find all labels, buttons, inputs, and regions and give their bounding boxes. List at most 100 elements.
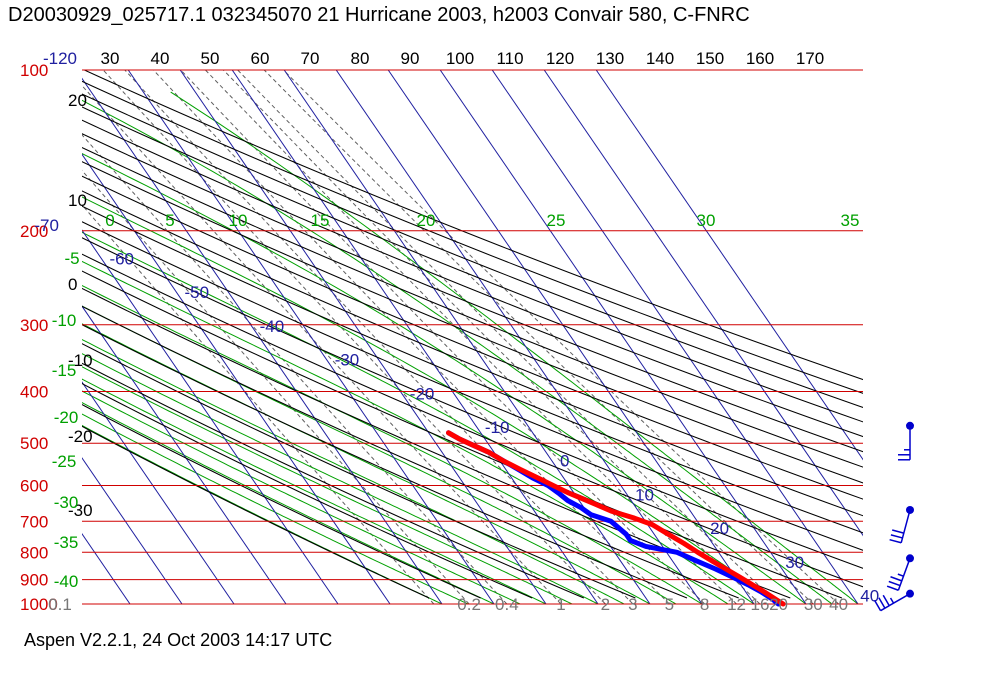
top-temperature-label: 130 — [596, 49, 624, 68]
pressure-label: 100 — [20, 61, 48, 80]
pressure-label: 600 — [20, 477, 48, 496]
moist-adiabat-label: 10 — [229, 211, 248, 230]
moist-adiabat-label: 0 — [105, 211, 114, 230]
top-temperature-label: 70 — [301, 49, 320, 68]
moist-adiabat-line — [82, 152, 807, 604]
isobars — [82, 69, 863, 605]
chart-title: D20030929_025717.1 032345070 21 Hurrican… — [8, 4, 750, 26]
mixing-ratio-label: 8 — [700, 595, 709, 614]
top-temperature-label: 30 — [101, 49, 120, 68]
top-temperature-label: 110 — [496, 49, 523, 68]
top-temperature-label: 120 — [546, 49, 574, 68]
mixing-ratio-lines — [82, 70, 839, 604]
left-temperature-label: 20 — [68, 91, 87, 110]
sounding-profiles — [446, 430, 786, 607]
moist-adiabat-label: -25 — [52, 452, 77, 471]
pressure-label: 1000 — [20, 595, 58, 614]
isotherm-line — [439, 70, 807, 604]
dry-adiabat-line — [82, 146, 863, 468]
isotherm-label: -40 — [260, 317, 285, 336]
top-temperature-label: 40 — [151, 49, 170, 68]
isotherm-line — [543, 70, 863, 537]
isotherm-line — [283, 70, 651, 604]
mixing-ratio-line — [223, 70, 761, 604]
footer-text: Aspen V2.2.1, 24 Oct 2003 14:17 UTC — [24, 630, 333, 650]
wind-barb-flag — [889, 538, 902, 544]
mixing-ratio-line — [82, 204, 435, 604]
isotherm-label: -30 — [335, 351, 360, 370]
isotherm-line — [179, 70, 547, 604]
moist-adiabat-label: -35 — [54, 533, 79, 552]
mixing-ratio-label: 40 — [829, 595, 848, 614]
mixing-ratio-line — [180, 70, 706, 604]
dry-adiabat-line — [84, 70, 863, 381]
mixing-ratio-label: 20 — [769, 595, 788, 614]
left-temperature-label: 0 — [68, 275, 77, 294]
dry-adiabat-line — [82, 119, 863, 438]
left-temperature-label: -20 — [68, 427, 93, 446]
isotherm-line — [491, 70, 859, 604]
pressure-label: 300 — [20, 316, 48, 335]
moist-adiabat-line — [82, 402, 495, 604]
left-temperature-label: 10 — [68, 191, 87, 210]
moist-adiabat-label: -20 — [54, 408, 79, 427]
moist-adiabats — [82, 91, 859, 604]
isotherm-line — [82, 381, 235, 604]
top-temperature-label: 160 — [746, 49, 774, 68]
dry-adiabat-line — [82, 425, 430, 599]
wind-barb-flag — [890, 576, 903, 582]
moist-adiabat-label: 5 — [165, 211, 174, 230]
dry-adiabat-line — [82, 221, 863, 551]
mixing-ratio-line — [82, 134, 508, 604]
left-temperature-label: -10 — [68, 351, 93, 370]
moist-adiabat-line — [82, 378, 547, 604]
moist-adiabat-label: -5 — [64, 249, 79, 268]
dry-adiabat-line — [82, 253, 863, 588]
wind-barb-flag — [878, 597, 886, 609]
wind-barb-flag — [890, 534, 903, 539]
wind-barb-half-flag — [889, 597, 895, 604]
pressure-label: 500 — [20, 434, 48, 453]
mixing-ratio-line — [263, 70, 814, 604]
dry-adiabat-line — [82, 404, 481, 599]
moist-adiabat-line — [82, 390, 521, 604]
top-temperature-label: 50 — [201, 49, 220, 68]
wind-barb-staff — [880, 593, 911, 612]
dry-adiabat-line — [82, 324, 688, 599]
wind-barb-flag — [882, 594, 890, 607]
isotherm-line — [82, 457, 183, 604]
mixing-ratio-label: 0.2 — [457, 595, 481, 614]
moist-adiabat-line — [82, 366, 573, 604]
dry-adiabats — [82, 70, 863, 599]
moist-adiabat-label: 35 — [841, 211, 860, 230]
mixing-ratio-line — [283, 70, 839, 604]
moist-adiabat-label: 15 — [311, 211, 330, 230]
mixing-ratio-line — [102, 70, 606, 604]
dry-adiabat-line — [82, 305, 739, 599]
mixing-ratio-label: 16 — [750, 595, 769, 614]
temperature-profile — [446, 430, 786, 607]
isotherm-label: -70 — [34, 216, 59, 235]
isotherm-label: -20 — [410, 384, 435, 403]
moist-adiabat-line — [82, 284, 703, 604]
top-temperature-label: 170 — [796, 49, 824, 68]
mixing-ratio-label: 1 — [556, 595, 565, 614]
isotherm-label: 0 — [560, 452, 569, 471]
moist-adiabat-line — [82, 413, 469, 604]
isotherm-line — [82, 77, 443, 604]
dry-adiabat-line — [82, 80, 863, 394]
moist-adiabat-label: -15 — [52, 361, 77, 380]
wind-barb-flag — [873, 599, 882, 612]
mixing-ratio-line — [153, 70, 670, 604]
isotherm-line — [82, 153, 391, 604]
isotherm-line — [82, 305, 287, 604]
isotherm-line — [231, 70, 599, 604]
wind-barb-flag — [886, 585, 899, 591]
moist-adiabat-label: 30 — [697, 211, 716, 230]
isotherm-label: -60 — [109, 250, 134, 269]
pressure-label: 900 — [20, 571, 48, 590]
wind-barb-flag — [892, 529, 904, 534]
isotherm-line — [595, 70, 863, 461]
pressure-label: 800 — [20, 543, 48, 562]
